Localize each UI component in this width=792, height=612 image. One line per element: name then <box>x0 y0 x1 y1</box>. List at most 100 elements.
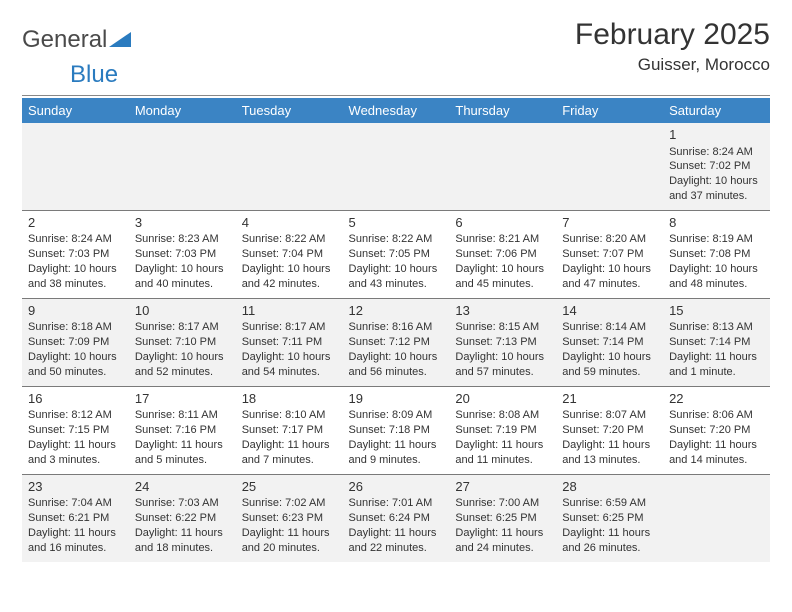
daylight-text: Daylight: 10 hours and 50 minutes. <box>28 350 123 380</box>
calendar-week-row: 23Sunrise: 7:04 AMSunset: 6:21 PMDayligh… <box>22 474 770 561</box>
daylight-text: Daylight: 10 hours and 38 minutes. <box>28 262 123 292</box>
sunset-text: Sunset: 7:12 PM <box>349 335 444 350</box>
sunset-text: Sunset: 6:22 PM <box>135 511 230 526</box>
day-header: Monday <box>129 98 236 123</box>
sunrise-text: Sunrise: 8:22 AM <box>242 232 337 247</box>
daylight-text: Daylight: 11 hours and 18 minutes. <box>135 526 230 556</box>
header-rule <box>22 95 770 96</box>
calendar-day-cell: 2Sunrise: 8:24 AMSunset: 7:03 PMDaylight… <box>22 210 129 298</box>
day-number: 11 <box>242 302 337 320</box>
calendar-day-cell: 19Sunrise: 8:09 AMSunset: 7:18 PMDayligh… <box>343 386 450 474</box>
location: Guisser, Morocco <box>575 55 770 75</box>
day-number: 1 <box>669 126 764 144</box>
day-header: Friday <box>556 98 663 123</box>
day-number: 2 <box>28 214 123 232</box>
sunset-text: Sunset: 6:25 PM <box>562 511 657 526</box>
sunrise-text: Sunrise: 8:15 AM <box>455 320 550 335</box>
daylight-text: Daylight: 11 hours and 7 minutes. <box>242 438 337 468</box>
calendar-day-cell: 14Sunrise: 8:14 AMSunset: 7:14 PMDayligh… <box>556 298 663 386</box>
day-number: 25 <box>242 478 337 496</box>
month-title: February 2025 <box>575 18 770 51</box>
sunrise-text: Sunrise: 8:09 AM <box>349 408 444 423</box>
day-header-row: Sunday Monday Tuesday Wednesday Thursday… <box>22 98 770 123</box>
sunrise-text: Sunrise: 8:08 AM <box>455 408 550 423</box>
day-number: 24 <box>135 478 230 496</box>
daylight-text: Daylight: 10 hours and 40 minutes. <box>135 262 230 292</box>
calendar-day-cell: 18Sunrise: 8:10 AMSunset: 7:17 PMDayligh… <box>236 386 343 474</box>
day-number: 10 <box>135 302 230 320</box>
sunset-text: Sunset: 7:05 PM <box>349 247 444 262</box>
daylight-text: Daylight: 10 hours and 43 minutes. <box>349 262 444 292</box>
calendar-table: Sunday Monday Tuesday Wednesday Thursday… <box>22 98 770 562</box>
calendar-day-cell: 5Sunrise: 8:22 AMSunset: 7:05 PMDaylight… <box>343 210 450 298</box>
daylight-text: Daylight: 10 hours and 57 minutes. <box>455 350 550 380</box>
daylight-text: Daylight: 11 hours and 20 minutes. <box>242 526 337 556</box>
daylight-text: Daylight: 11 hours and 3 minutes. <box>28 438 123 468</box>
calendar-day-cell: 21Sunrise: 8:07 AMSunset: 7:20 PMDayligh… <box>556 386 663 474</box>
sunset-text: Sunset: 6:25 PM <box>455 511 550 526</box>
calendar-week-row: 1Sunrise: 8:24 AMSunset: 7:02 PMDaylight… <box>22 123 770 210</box>
daylight-text: Daylight: 10 hours and 45 minutes. <box>455 262 550 292</box>
daylight-text: Daylight: 11 hours and 26 minutes. <box>562 526 657 556</box>
calendar-empty-cell <box>449 123 556 210</box>
brand-part2: Blue <box>70 61 118 88</box>
daylight-text: Daylight: 10 hours and 56 minutes. <box>349 350 444 380</box>
sunset-text: Sunset: 7:09 PM <box>28 335 123 350</box>
sunset-text: Sunset: 7:17 PM <box>242 423 337 438</box>
day-header: Saturday <box>663 98 770 123</box>
sunrise-text: Sunrise: 8:23 AM <box>135 232 230 247</box>
daylight-text: Daylight: 10 hours and 47 minutes. <box>562 262 657 292</box>
sunrise-text: Sunrise: 8:17 AM <box>242 320 337 335</box>
daylight-text: Daylight: 11 hours and 24 minutes. <box>455 526 550 556</box>
calendar-day-cell: 11Sunrise: 8:17 AMSunset: 7:11 PMDayligh… <box>236 298 343 386</box>
sunset-text: Sunset: 7:07 PM <box>562 247 657 262</box>
brand-logo: General <box>22 26 131 54</box>
sunrise-text: Sunrise: 8:20 AM <box>562 232 657 247</box>
calendar-page: General February 2025 Guisser, Morocco B… <box>0 0 792 612</box>
day-number: 4 <box>242 214 337 232</box>
calendar-day-cell: 4Sunrise: 8:22 AMSunset: 7:04 PMDaylight… <box>236 210 343 298</box>
daylight-text: Daylight: 11 hours and 14 minutes. <box>669 438 764 468</box>
sunset-text: Sunset: 7:16 PM <box>135 423 230 438</box>
calendar-day-cell: 1Sunrise: 8:24 AMSunset: 7:02 PMDaylight… <box>663 123 770 210</box>
day-number: 16 <box>28 390 123 408</box>
daylight-text: Daylight: 11 hours and 9 minutes. <box>349 438 444 468</box>
sunrise-text: Sunrise: 8:13 AM <box>669 320 764 335</box>
calendar-day-cell: 13Sunrise: 8:15 AMSunset: 7:13 PMDayligh… <box>449 298 556 386</box>
calendar-week-row: 2Sunrise: 8:24 AMSunset: 7:03 PMDaylight… <box>22 210 770 298</box>
sunrise-text: Sunrise: 8:10 AM <box>242 408 337 423</box>
sunset-text: Sunset: 7:08 PM <box>669 247 764 262</box>
sunrise-text: Sunrise: 8:19 AM <box>669 232 764 247</box>
calendar-day-cell: 6Sunrise: 8:21 AMSunset: 7:06 PMDaylight… <box>449 210 556 298</box>
sunset-text: Sunset: 6:24 PM <box>349 511 444 526</box>
calendar-empty-cell <box>343 123 450 210</box>
day-number: 15 <box>669 302 764 320</box>
calendar-day-cell: 17Sunrise: 8:11 AMSunset: 7:16 PMDayligh… <box>129 386 236 474</box>
sunrise-text: Sunrise: 8:24 AM <box>28 232 123 247</box>
title-block: February 2025 Guisser, Morocco <box>575 18 770 75</box>
calendar-empty-cell <box>236 123 343 210</box>
daylight-text: Daylight: 11 hours and 11 minutes. <box>455 438 550 468</box>
calendar-empty-cell <box>22 123 129 210</box>
calendar-empty-cell <box>556 123 663 210</box>
sunset-text: Sunset: 6:21 PM <box>28 511 123 526</box>
sunrise-text: Sunrise: 8:24 AM <box>669 145 764 160</box>
sunset-text: Sunset: 7:03 PM <box>28 247 123 262</box>
day-number: 20 <box>455 390 550 408</box>
calendar-day-cell: 20Sunrise: 8:08 AMSunset: 7:19 PMDayligh… <box>449 386 556 474</box>
daylight-text: Daylight: 11 hours and 1 minute. <box>669 350 764 380</box>
calendar-day-cell: 26Sunrise: 7:01 AMSunset: 6:24 PMDayligh… <box>343 474 450 561</box>
sunrise-text: Sunrise: 7:00 AM <box>455 496 550 511</box>
calendar-day-cell: 27Sunrise: 7:00 AMSunset: 6:25 PMDayligh… <box>449 474 556 561</box>
sunset-text: Sunset: 7:14 PM <box>669 335 764 350</box>
calendar-day-cell: 15Sunrise: 8:13 AMSunset: 7:14 PMDayligh… <box>663 298 770 386</box>
sunrise-text: Sunrise: 7:01 AM <box>349 496 444 511</box>
calendar-day-cell: 23Sunrise: 7:04 AMSunset: 6:21 PMDayligh… <box>22 474 129 561</box>
sunrise-text: Sunrise: 8:18 AM <box>28 320 123 335</box>
sunrise-text: Sunrise: 8:11 AM <box>135 408 230 423</box>
sunset-text: Sunset: 7:15 PM <box>28 423 123 438</box>
sunrise-text: Sunrise: 8:12 AM <box>28 408 123 423</box>
daylight-text: Daylight: 10 hours and 42 minutes. <box>242 262 337 292</box>
sunset-text: Sunset: 7:11 PM <box>242 335 337 350</box>
day-header: Wednesday <box>343 98 450 123</box>
